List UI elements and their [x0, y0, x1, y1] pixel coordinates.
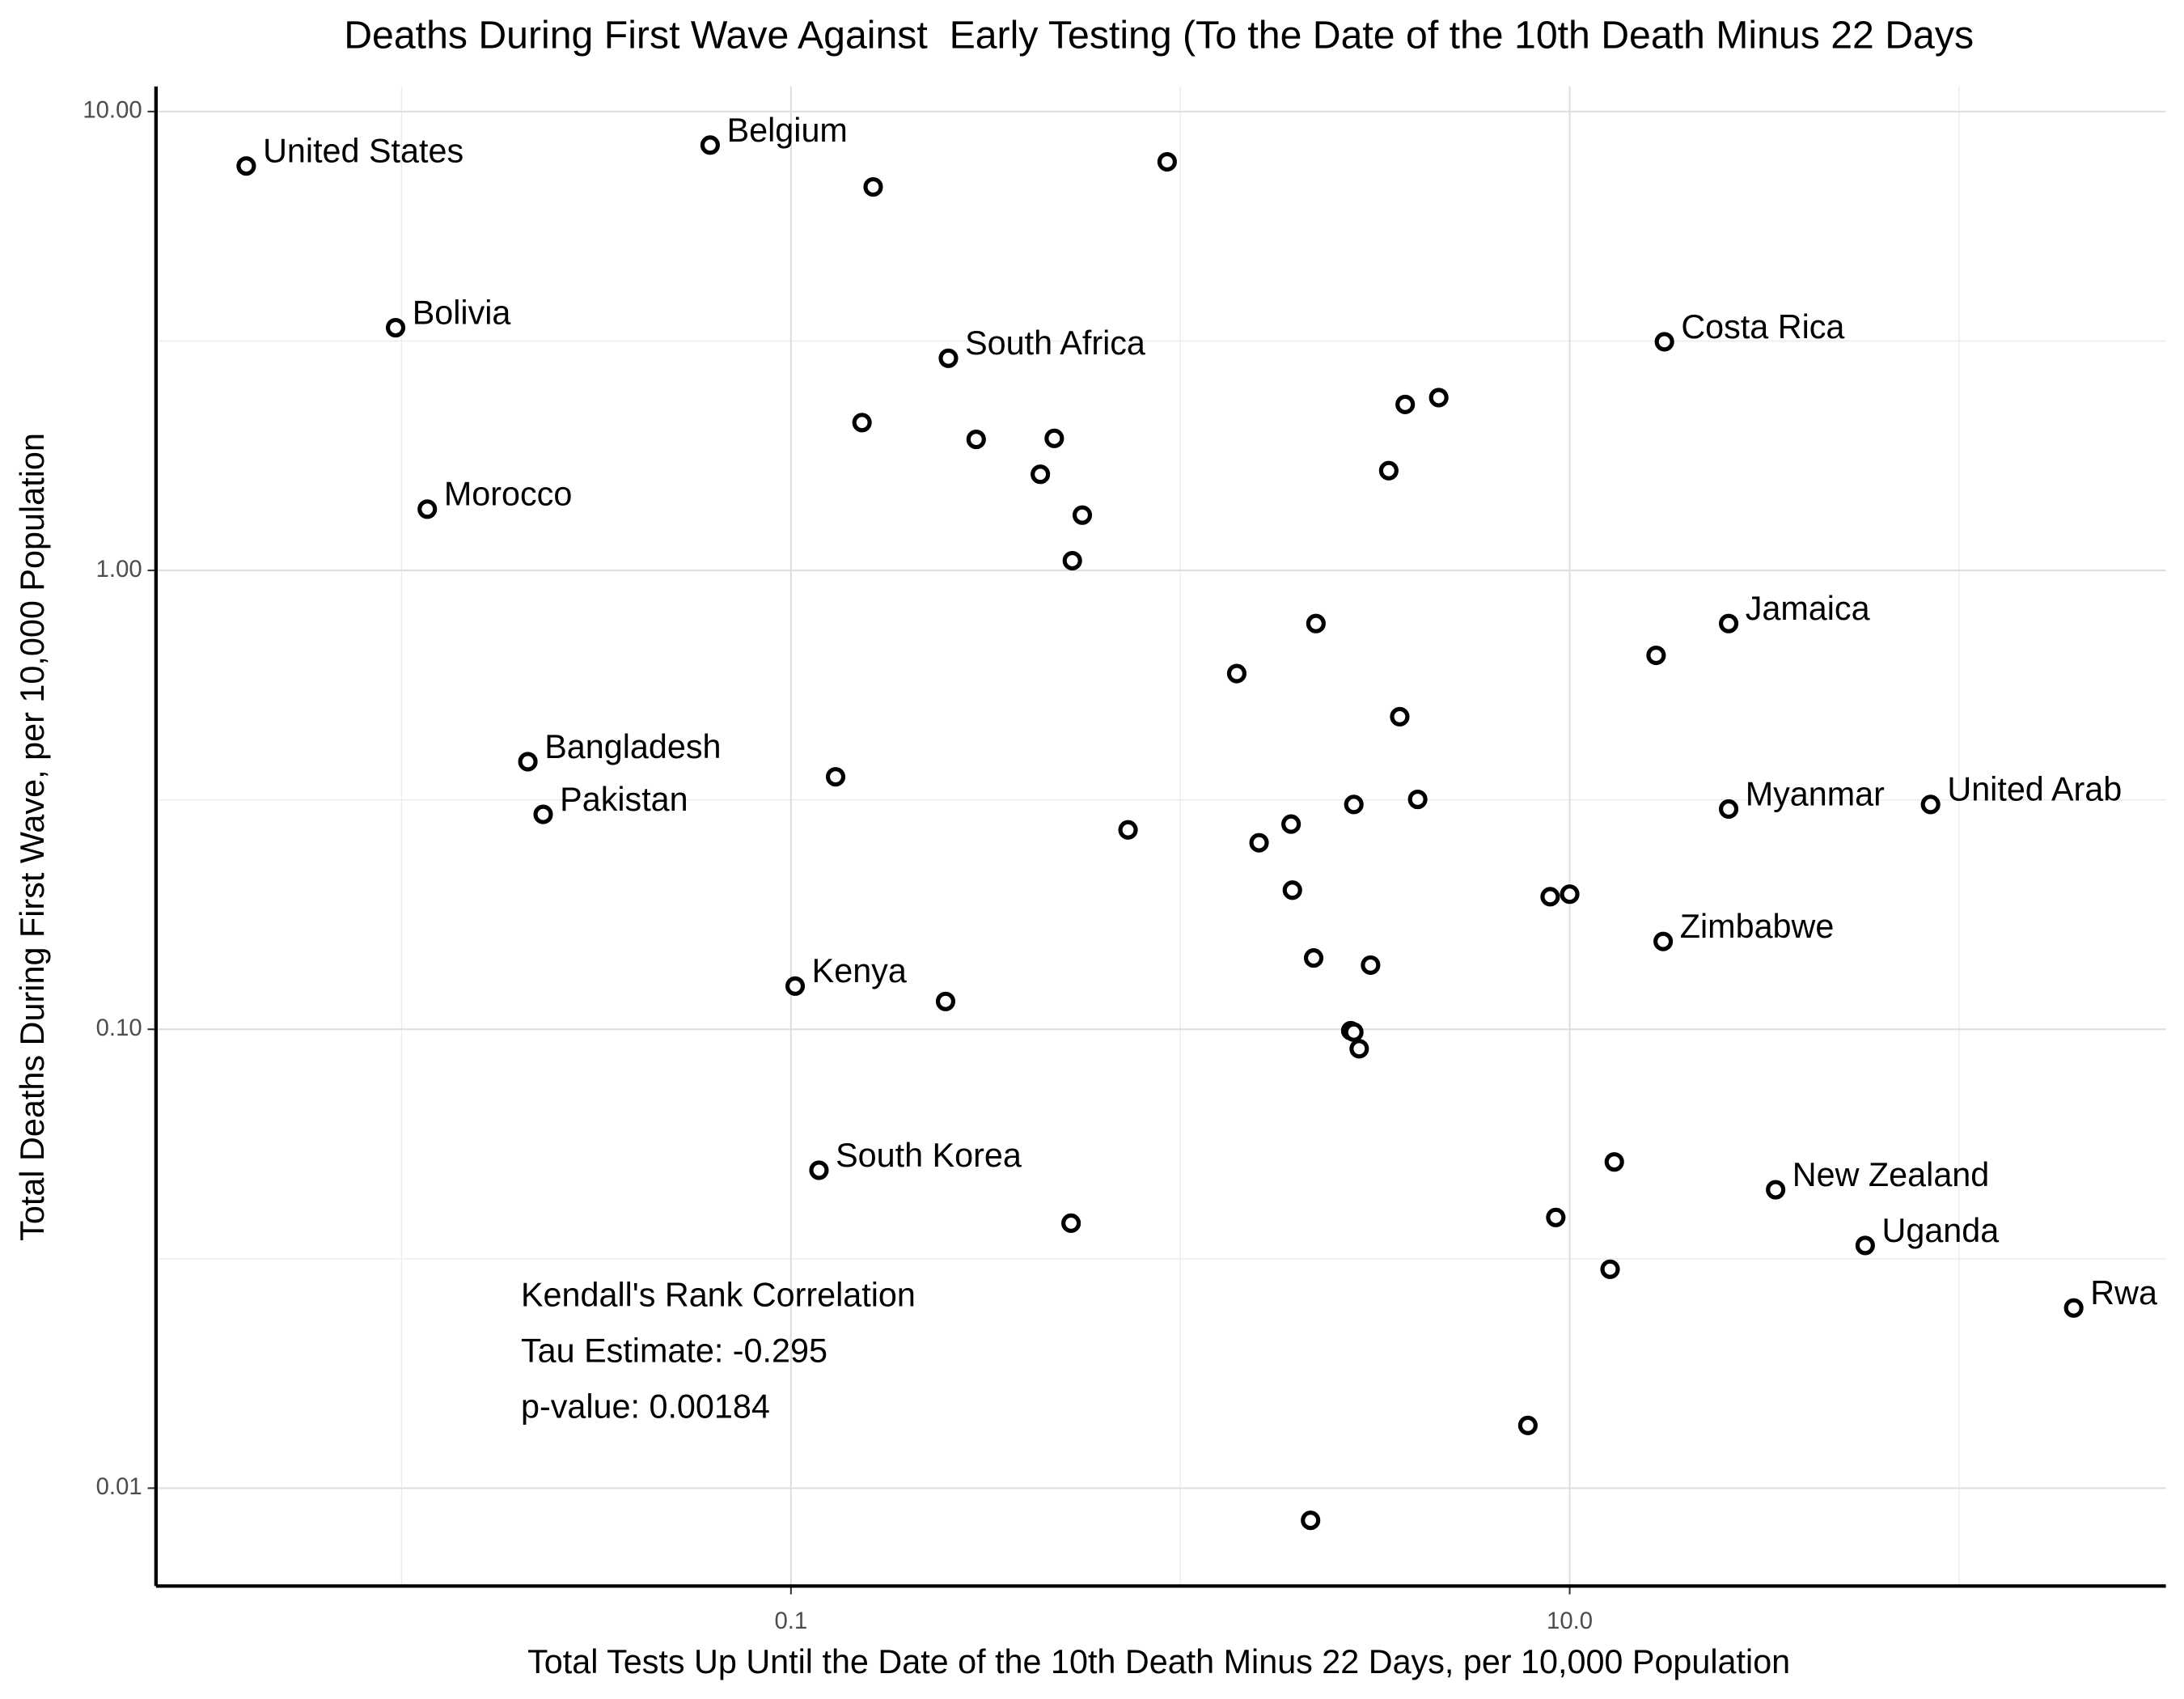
point — [863, 176, 883, 197]
chart-title: Deaths During First Wave Against Early T… — [344, 13, 1974, 57]
point — [1546, 1207, 1566, 1227]
point — [1654, 332, 1674, 352]
point — [1249, 833, 1269, 853]
point — [1390, 706, 1410, 727]
point — [1282, 880, 1302, 900]
y-axis-label: Total Deaths During First Wave, per 10,0… — [14, 433, 51, 1241]
point — [1604, 1152, 1624, 1172]
y-tick-label: 1.00 — [96, 556, 142, 583]
point — [825, 767, 846, 787]
y-tick-label: 0.10 — [96, 1015, 142, 1041]
point — [1344, 794, 1364, 815]
point — [1349, 1039, 1369, 1059]
point — [1072, 505, 1093, 525]
point — [385, 317, 406, 338]
point-label: South Korea — [836, 1137, 1022, 1174]
point — [1653, 931, 1674, 951]
point — [1855, 1235, 1875, 1256]
point — [1920, 794, 1941, 815]
point — [1428, 388, 1449, 408]
point — [2063, 1298, 2084, 1318]
point — [1766, 1180, 1786, 1200]
point — [1600, 1259, 1620, 1279]
point — [1646, 645, 1666, 666]
point — [700, 135, 720, 155]
point — [938, 348, 959, 368]
point — [417, 499, 438, 519]
point — [1344, 1022, 1364, 1042]
point — [533, 804, 553, 824]
point — [1061, 1213, 1081, 1233]
point-label: Costa Rica — [1681, 308, 1844, 345]
point — [1407, 789, 1428, 810]
annotation: p-value: 0.00184 — [521, 1388, 770, 1425]
point-label: Belgium — [727, 112, 848, 149]
point — [1044, 428, 1064, 448]
point-label: Bangladesh — [544, 728, 721, 765]
point — [852, 413, 872, 433]
point — [935, 991, 956, 1011]
point — [966, 430, 986, 450]
point — [1540, 887, 1560, 907]
point-label: Morocco — [444, 476, 572, 513]
x-tick-label: 0.1 — [774, 1608, 807, 1634]
annotation: Tau Estimate: -0.295 — [521, 1332, 827, 1369]
point — [1031, 464, 1051, 485]
point — [1719, 799, 1739, 820]
point — [785, 976, 806, 996]
point-label: New Zealand — [1792, 1156, 1989, 1193]
point-label: Pakistan — [560, 781, 688, 818]
point — [1306, 613, 1326, 633]
point — [1378, 460, 1399, 481]
point-label: Jamaica — [1746, 590, 1870, 627]
point — [1395, 394, 1416, 414]
point-label: Rwa — [2090, 1274, 2157, 1311]
point-label: United States — [263, 133, 463, 170]
x-tick-label: 10.0 — [1547, 1608, 1593, 1634]
point — [236, 156, 256, 176]
point — [1157, 151, 1177, 172]
point — [1118, 820, 1138, 840]
point — [1517, 1415, 1538, 1435]
point — [518, 752, 538, 772]
point — [1226, 663, 1246, 684]
y-tick-label: 0.01 — [96, 1473, 142, 1500]
point — [1062, 550, 1082, 571]
point — [1719, 613, 1739, 633]
x-axis-label: Total Tests Up Until the Date of the 10t… — [527, 1643, 1790, 1680]
point-label: Kenya — [812, 952, 907, 989]
point — [1301, 1510, 1321, 1531]
point-label: Bolivia — [413, 294, 511, 331]
point — [1303, 948, 1324, 968]
point-label: Zimbabwe — [1680, 908, 1835, 945]
point — [1281, 814, 1302, 834]
annotation: Kendall's Rank Correlation — [521, 1276, 916, 1313]
y-tick-label: 10.00 — [83, 97, 142, 124]
point-label: Uganda — [1882, 1212, 2000, 1249]
point — [1361, 955, 1381, 975]
grid — [155, 86, 2166, 1587]
point-label: South Africa — [965, 324, 1145, 362]
point-label: Myanmar — [1746, 775, 1885, 812]
point — [809, 1160, 829, 1180]
point — [1560, 884, 1580, 905]
point-label: United Arab — [1947, 771, 2122, 808]
